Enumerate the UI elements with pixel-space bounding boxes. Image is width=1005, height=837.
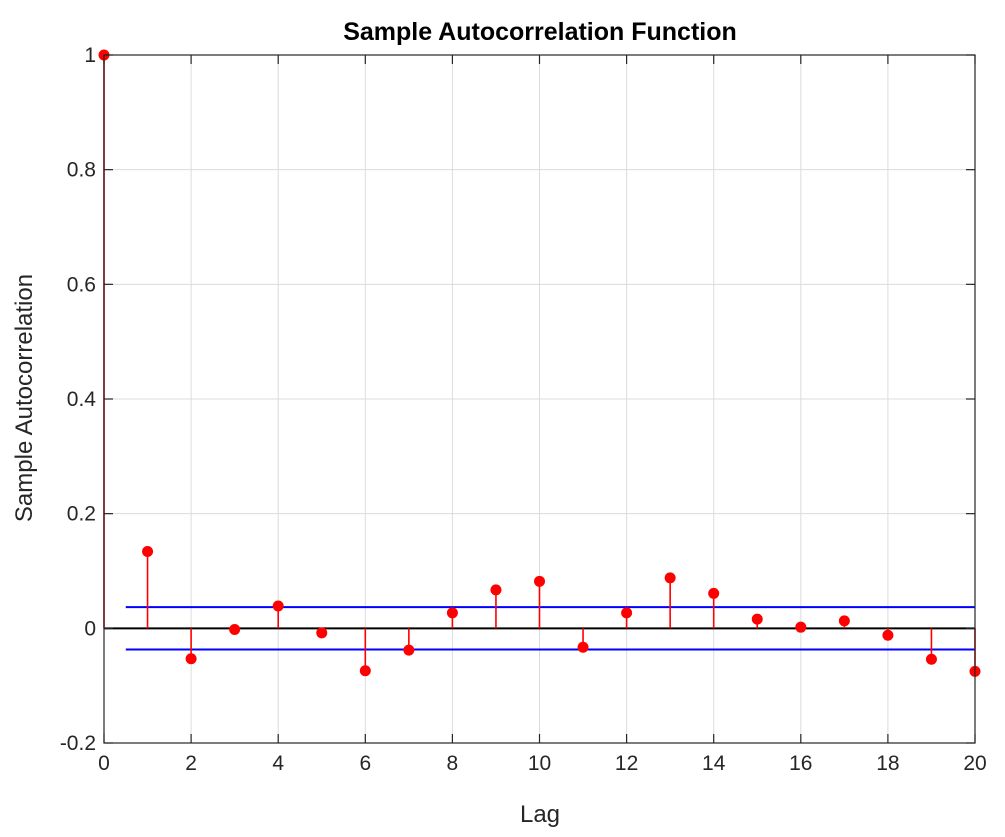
stem-point	[403, 644, 415, 656]
stem-point	[577, 641, 589, 653]
x-tick-label: 8	[447, 752, 459, 775]
y-tick-label: 0	[84, 617, 96, 640]
x-tick-label: 10	[528, 752, 551, 775]
stem-point	[751, 613, 763, 625]
stem-point	[664, 572, 676, 584]
x-axis-label: Lag	[520, 801, 560, 828]
stem-point	[882, 629, 894, 641]
stem-point	[185, 653, 197, 665]
confidence-bounds	[125, 606, 975, 651]
stem-point	[316, 627, 328, 639]
stem-point	[621, 607, 633, 619]
x-tick-label: 2	[185, 752, 197, 775]
y-axis-label: Sample Autocorrelation	[11, 274, 38, 522]
stem-point	[229, 623, 241, 635]
y-tick-label: 0.8	[67, 159, 96, 182]
y-tick-label: 0.4	[67, 388, 97, 411]
x-tick-labels: 0 2 4 6 8 10 12 14 16 18 20	[98, 752, 987, 775]
y-tick-label: 0.6	[67, 273, 96, 296]
axis-ticks	[103, 54, 976, 744]
x-tick-label: 4	[272, 752, 284, 775]
stem-point	[446, 607, 458, 619]
y-tick-label: 1	[84, 44, 96, 67]
x-tick-label: 0	[98, 752, 110, 775]
y-tick-label: -0.2	[60, 732, 96, 755]
x-tick-label: 6	[359, 752, 371, 775]
stem-point	[925, 653, 937, 665]
stem-point	[272, 600, 284, 612]
stem-point	[534, 575, 545, 587]
stem-point	[490, 584, 502, 596]
stem-point	[142, 546, 154, 558]
stem-point	[359, 665, 371, 677]
chart-title: Sample Autocorrelation Function	[343, 18, 737, 46]
x-tick-label: 16	[789, 752, 812, 775]
x-tick-label: 20	[963, 752, 986, 775]
stem-point	[708, 587, 720, 599]
y-tick-labels: -0.2 0 0.2 0.4 0.6 0.8 1	[60, 44, 96, 755]
x-tick-label: 14	[702, 752, 726, 775]
x-tick-label: 18	[876, 752, 899, 775]
x-tick-label: 12	[615, 752, 638, 775]
y-tick-label: 0.2	[67, 503, 96, 526]
stem-point	[795, 621, 807, 633]
grid-lines	[103, 54, 976, 744]
stem-point	[838, 615, 850, 627]
